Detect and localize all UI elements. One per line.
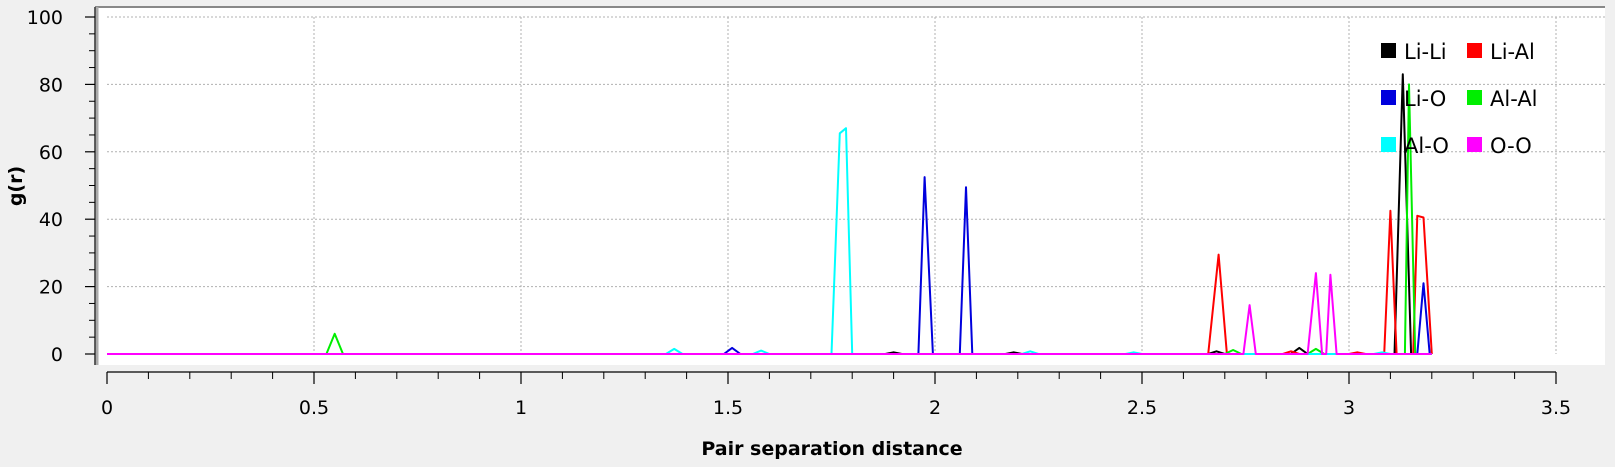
series-line-o-o [107, 272, 1432, 355]
legend-swatch [1381, 43, 1396, 58]
legend-label: Al-O [1404, 134, 1449, 158]
x-tick-label: 1 [515, 397, 527, 419]
y-tick-label: 40 [39, 209, 63, 231]
legend: Li-Li Li-Al Li-O Al-Al Al-O O-O [1381, 40, 1538, 158]
legend-label: Li-Li [1404, 40, 1447, 64]
legend-swatch [1467, 137, 1482, 152]
legend-label: Li-O [1404, 87, 1446, 111]
y-tick-label: 0 [51, 344, 63, 366]
y-tick-label: 100 [27, 7, 63, 29]
x-tick-label: 1.5 [713, 397, 743, 419]
legend-label: Al-Al [1490, 87, 1538, 111]
legend-swatch [1381, 90, 1396, 105]
y-axis-title: g(r) [5, 166, 27, 206]
x-tick-label: 0 [101, 397, 113, 419]
legend-swatch [1467, 43, 1482, 58]
legend-label: Li-Al [1490, 40, 1535, 64]
x-tick-label: 2.5 [1127, 397, 1157, 419]
legend-label: O-O [1490, 134, 1532, 158]
y-tick-label: 20 [39, 277, 63, 299]
x-tick-label: 3.5 [1541, 397, 1571, 419]
x-tick-label: 2 [929, 397, 941, 419]
x-axis-title: Pair separation distance [701, 438, 962, 460]
x-axis: 0 0.5 1 1.5 2 2.5 3 3.5 [101, 371, 1571, 419]
grid-lines [95, 6, 1605, 354]
plot-area [95, 7, 1605, 365]
y-tick-label: 80 [39, 74, 63, 96]
y-axis: 0 20 40 60 80 100 [27, 7, 99, 366]
x-tick-label: 0.5 [299, 397, 329, 419]
x-tick-label: 3 [1343, 397, 1355, 419]
y-tick-label: 60 [39, 142, 63, 164]
series-lines [107, 73, 1433, 355]
legend-swatch [1467, 90, 1482, 105]
legend-swatch [1381, 137, 1396, 152]
